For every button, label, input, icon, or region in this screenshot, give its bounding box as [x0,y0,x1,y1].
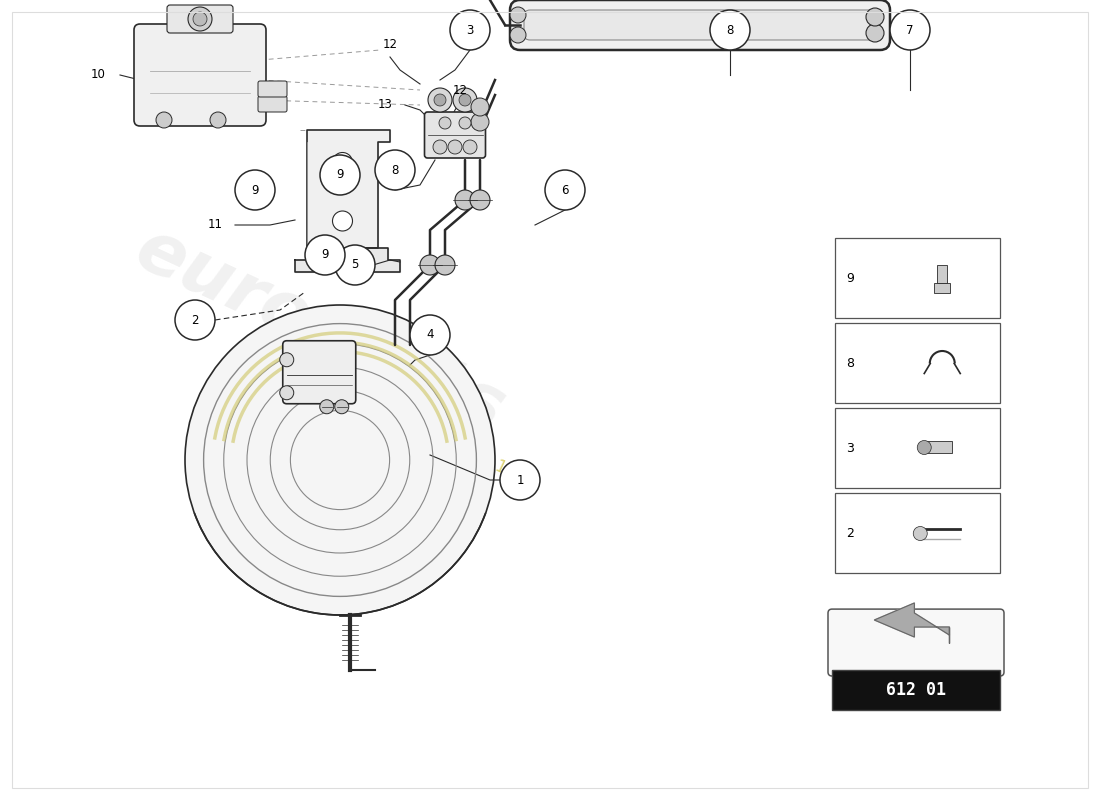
FancyBboxPatch shape [258,96,287,112]
Circle shape [428,88,452,112]
Bar [835,323,1000,403]
Circle shape [439,117,451,129]
Circle shape [890,10,930,50]
Circle shape [235,170,275,210]
Text: 2: 2 [846,527,854,540]
Bar [832,670,1000,710]
Circle shape [471,98,490,116]
Circle shape [279,386,294,400]
Polygon shape [874,603,949,637]
Circle shape [459,94,471,106]
Circle shape [185,305,495,615]
Text: 9: 9 [321,249,329,262]
Text: 12: 12 [452,83,468,97]
FancyBboxPatch shape [283,341,355,404]
Circle shape [192,12,207,26]
Bar [934,283,950,294]
Circle shape [500,460,540,500]
Bar [835,493,1000,573]
Circle shape [279,353,294,366]
Circle shape [175,300,214,340]
FancyBboxPatch shape [510,0,890,50]
Circle shape [305,235,345,275]
Circle shape [336,245,375,285]
Circle shape [544,170,585,210]
Circle shape [320,400,333,414]
Bar [937,266,947,283]
Circle shape [188,7,212,31]
FancyBboxPatch shape [828,609,1004,676]
Circle shape [866,24,884,42]
Circle shape [471,113,490,131]
Text: 5: 5 [351,258,359,271]
Text: 8: 8 [726,23,734,37]
Text: 13: 13 [377,98,393,111]
Circle shape [510,7,526,23]
Circle shape [459,117,471,129]
Circle shape [453,88,477,112]
Text: 4: 4 [427,329,433,342]
FancyBboxPatch shape [167,5,233,33]
Bar [835,238,1000,318]
FancyBboxPatch shape [134,24,266,126]
Text: 9: 9 [846,272,854,285]
Text: 3: 3 [846,442,854,455]
Polygon shape [520,10,880,40]
Text: 7: 7 [906,23,914,37]
Text: europärts: europärts [124,214,516,446]
Bar [924,442,953,454]
Circle shape [156,112,172,128]
Text: 8: 8 [846,357,854,370]
Text: a passion for parts since 1960: a passion for parts since 1960 [302,369,538,491]
FancyBboxPatch shape [425,112,485,158]
Circle shape [710,10,750,50]
Circle shape [332,153,352,173]
Text: 612 01: 612 01 [886,681,946,699]
Circle shape [917,441,932,454]
Circle shape [320,155,360,195]
Circle shape [470,190,490,210]
Polygon shape [307,130,390,260]
Circle shape [866,8,884,26]
Text: 3: 3 [466,23,474,37]
Text: 6: 6 [561,183,569,197]
Text: 12: 12 [383,38,397,51]
Circle shape [450,10,490,50]
Circle shape [433,140,447,154]
Circle shape [455,190,475,210]
FancyBboxPatch shape [524,10,876,40]
Polygon shape [295,248,400,272]
Circle shape [434,255,455,275]
Circle shape [410,315,450,355]
Text: 9: 9 [251,183,258,197]
FancyBboxPatch shape [258,81,287,97]
Text: 10: 10 [90,69,106,82]
Circle shape [420,255,440,275]
Text: 1: 1 [516,474,524,486]
Circle shape [510,27,526,43]
Circle shape [375,150,415,190]
Circle shape [448,140,462,154]
Text: 11: 11 [208,218,222,231]
Circle shape [434,94,446,106]
Circle shape [913,526,927,541]
Text: 9: 9 [337,169,343,182]
Circle shape [463,140,477,154]
Text: 8: 8 [392,163,398,177]
Text: 2: 2 [191,314,199,326]
Circle shape [210,112,225,128]
Circle shape [334,400,349,414]
Circle shape [332,211,352,231]
Bar [835,408,1000,488]
